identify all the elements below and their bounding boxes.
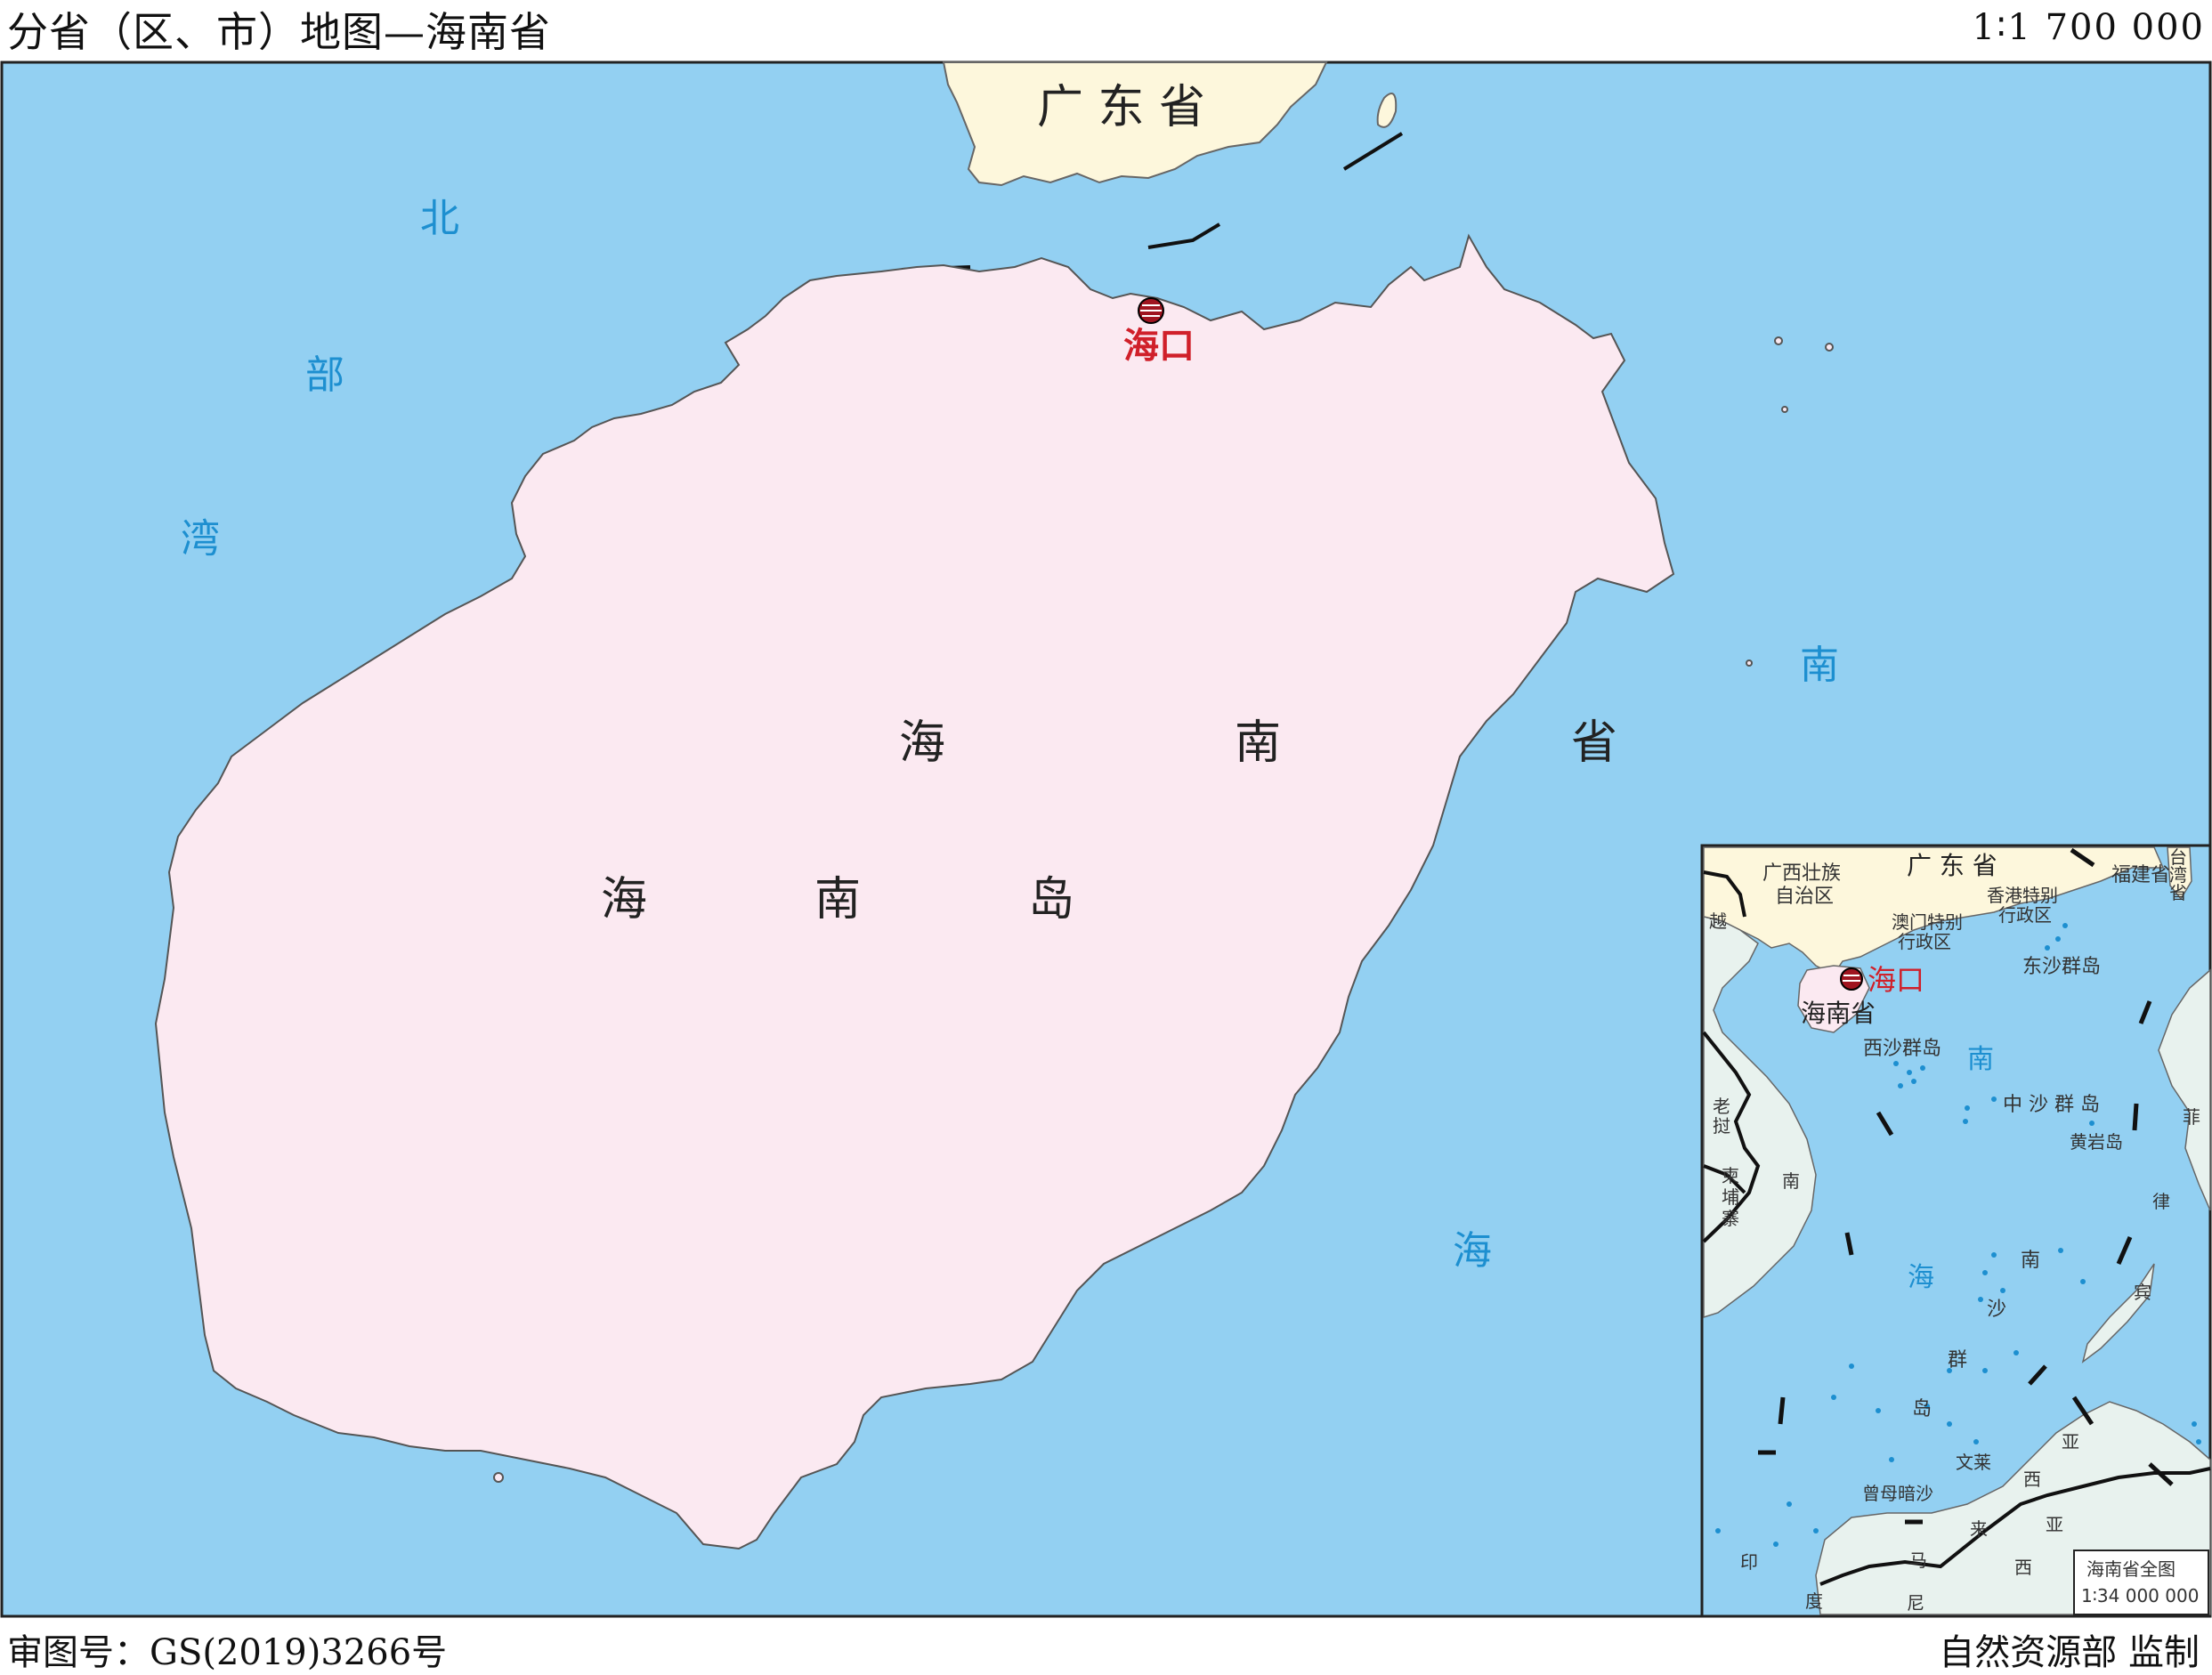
inset-china-mainland <box>1703 846 2165 975</box>
inset-malaysia: 亚 <box>2046 1514 2063 1535</box>
inset-border <box>1703 870 1746 918</box>
inset-cambodia: 寨 <box>1722 1208 1739 1229</box>
island-label-char: 岛 <box>1028 873 1074 927</box>
inset-laos: 挝 <box>1713 1115 1730 1137</box>
island-label-char: 海 <box>601 873 647 927</box>
inset-malaysia-west: 西 <box>2023 1469 2041 1490</box>
inset-nansha-char: 岛 <box>1912 1398 1932 1420</box>
capital-label: 海口 <box>1123 326 1195 367</box>
inset-palawan <box>2081 1263 2155 1363</box>
inset-vietnam-south: 南 <box>1782 1170 1800 1192</box>
islet <box>1825 343 1834 352</box>
inset-xisha: 西沙群岛 <box>1863 1038 1941 1060</box>
inset-island-dots <box>1715 923 2201 1547</box>
inset-caption: 海南省全图 <box>2086 1558 2176 1580</box>
sea-label-char: 海 <box>1453 1228 1492 1274</box>
island-label-char: 南 <box>814 873 861 927</box>
hainan-island <box>154 233 1675 1550</box>
inset-indonesia: 尼 <box>1907 1592 1924 1614</box>
inset-guangxi: 广西壮族 <box>1762 862 1841 885</box>
inset-malaysia: 亚 <box>2062 1431 2079 1452</box>
inset-nansha-char: 群 <box>1948 1349 1967 1372</box>
inset-macau: 澳门特别 <box>1892 911 1963 933</box>
inset-taiwan <box>2167 846 2192 901</box>
inset-caption-scale: 1∶34 000 000 <box>2081 1585 2199 1606</box>
inset-philippines <box>2158 968 2211 1211</box>
boundary-dash <box>1147 223 1221 249</box>
inset-zhongsha: 中 沙 群 岛 <box>2003 1094 2100 1116</box>
inset-dongsha: 东沙群岛 <box>2022 956 2101 978</box>
gulf-label-char: 湾 <box>181 516 220 562</box>
province-label-char: 南 <box>1235 716 1281 770</box>
inset-malaysia: 马 <box>1909 1550 1927 1571</box>
inset-hongkong: 香港特别 <box>1987 885 2058 906</box>
islet <box>1774 336 1783 345</box>
inset-nansha-char: 沙 <box>1987 1299 2006 1321</box>
gulf-label-char: 部 <box>305 352 344 398</box>
inset-fujian: 福建省 <box>2111 864 2170 886</box>
inset-cambodia: 柬 <box>1722 1165 1739 1186</box>
inset-vietnam: 越 <box>1709 910 1727 932</box>
map-title: 分省（区、市）地图—海南省 <box>7 8 551 56</box>
inset-malaysia: 西 <box>2014 1557 2032 1578</box>
islet <box>1781 406 1788 413</box>
inset-taiwan-label: 湾 <box>2169 864 2187 886</box>
inset-philippines: 宾 <box>2134 1282 2151 1303</box>
inset-taiwan-label: 省 <box>2169 882 2187 903</box>
inset-guangdong: 广 东 省 <box>1907 851 1997 880</box>
inset-laos: 老 <box>1713 1096 1730 1117</box>
supervisor-label: 自然资源部 监制 <box>1939 1632 2200 1673</box>
islet <box>1746 659 1753 667</box>
capital-star-circle-icon <box>1138 297 1164 324</box>
inset-hainan-label: 海南省 <box>1801 999 1876 1028</box>
inset-sea-char: 海 <box>1908 1262 1934 1293</box>
sea-label-char: 南 <box>1800 643 1839 688</box>
boundary-dash <box>1342 132 1404 171</box>
inset-border <box>1702 1031 1761 1243</box>
inset-dash-line <box>1758 847 2174 1525</box>
islet <box>493 1472 504 1483</box>
mainland-label: 广 东 省 <box>1037 81 1205 134</box>
inset-border <box>1703 1164 1746 1194</box>
inset-capital-icon <box>1840 967 1863 991</box>
islet <box>1376 93 1398 128</box>
inset-zengmu: 曾母暗沙 <box>1862 1483 1933 1504</box>
inset-guangxi: 自治区 <box>1775 886 1834 908</box>
map-scale: 1∶1 700 000 <box>1972 7 2205 48</box>
gulf-label-char: 北 <box>420 196 459 241</box>
inset-sea-char: 南 <box>1967 1044 1994 1075</box>
inset-nansha-char: 南 <box>2021 1250 2040 1272</box>
inset-brunei: 文莱 <box>1956 1452 1991 1473</box>
inset-macau: 行政区 <box>1898 931 1951 952</box>
inset-hongkong: 行政区 <box>1998 904 2052 926</box>
inset-philippines: 菲 <box>2183 1106 2200 1128</box>
inset-map: 广西壮族 自治区 广 东 省 福建省 台 湾 省 澳门特别 行政区 香港特别 行… <box>1700 844 2212 1618</box>
province-label-char: 省 <box>1571 716 1617 770</box>
inset-indonesia: 印 <box>1740 1551 1758 1573</box>
inset-taiwan-label: 台 <box>2169 846 2187 868</box>
inset-philippines: 律 <box>2152 1191 2170 1212</box>
inset-indochina <box>1703 916 1817 1319</box>
inset-huangyan: 黄岩岛 <box>2070 1131 2123 1153</box>
province-label-char: 海 <box>899 716 945 770</box>
inset-border <box>1819 1467 2211 1586</box>
inset-malaysia: 来 <box>1970 1518 1988 1540</box>
guangdong-mainland <box>942 61 1328 187</box>
inset-cambodia: 埔 <box>1722 1186 1739 1208</box>
inset-caption-box <box>2073 1550 2209 1615</box>
inset-capital-label: 海口 <box>1868 963 1924 997</box>
approval-number: 审图号：GS(2019)3266号 <box>7 1632 448 1673</box>
inset-indonesia: 度 <box>1805 1590 1823 1612</box>
